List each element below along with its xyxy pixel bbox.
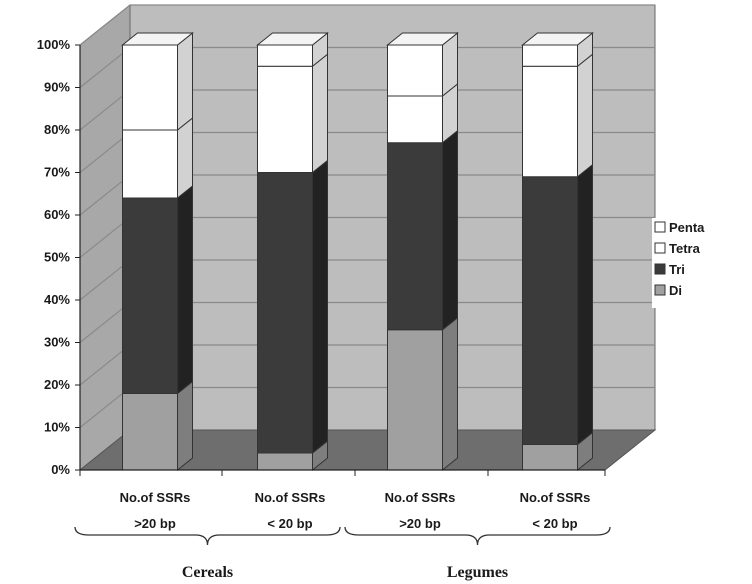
group-label: Cereals [182,564,233,581]
bar-top [521,32,594,46]
group-label: Legumes [447,564,508,581]
category-label: No.of SSRs < 20 bp [255,490,326,531]
category-label-line: < 20 bp [267,516,312,531]
bar-side-di [177,380,193,472]
legend-label-tri: Tri [669,262,685,277]
bar-segment-tetra [257,65,313,173]
bar-segment-di [387,329,443,471]
category-label-line: No.of SSRs [255,490,326,505]
y-tick-label: 40% [44,292,70,307]
bar-side-tri [177,184,193,395]
bar-side-tri [312,159,328,455]
bar-segment-di [522,444,578,471]
bar-segment-penta [387,44,443,97]
legend-swatch-tetra [654,242,666,254]
y-tick-label: 80% [44,122,70,137]
legend-swatch-penta [654,221,666,233]
legend-label-di: Di [669,283,682,298]
y-tick-label: 70% [44,165,70,180]
y-tick-label: 60% [44,207,70,222]
y-tick-label: 10% [44,420,70,435]
bar-side-tri [577,163,593,446]
bar-side-tetra [177,116,193,200]
bar-side-tetra [577,53,593,178]
category-label: No.of SSRs >20 bp [385,490,456,531]
y-tick-label: 100% [37,37,71,52]
bar-segment-di [122,393,178,471]
bar-side-di [442,316,458,472]
category-label-line: < 20 bp [532,516,577,531]
category-label: No.of SSRs >20 bp [120,490,191,531]
bar-side-tri [442,129,458,331]
y-tick-label: 0% [51,462,70,477]
y-tick-label: 20% [44,377,70,392]
legend-box [652,218,752,308]
legend-label-penta: Penta [669,220,705,235]
bar-segment-tetra [522,65,578,178]
bar-segment-tri [257,172,313,454]
category-label-line: No.of SSRs [385,490,456,505]
category-label-line: No.of SSRs [120,490,191,505]
category-label: No.of SSRs < 20 bp [520,490,591,531]
bar-segment-tri [522,176,578,445]
category-label-line: No.of SSRs [520,490,591,505]
legend: Penta Tetra Tri Di [652,218,752,308]
bar-stack [386,31,459,472]
group-brace [74,526,341,546]
gridline [79,4,655,46]
y-tick-label: 90% [44,80,70,95]
y-tick-label: 30% [44,335,70,350]
bar-segment-tri [387,142,443,331]
bar-side-penta [177,31,193,132]
legend-label-tetra: Tetra [669,241,701,256]
bar-segment-penta [257,44,313,67]
legend-swatch-tri [654,263,666,275]
y-tick-label: 50% [44,250,70,265]
legend-swatch-di [654,284,666,296]
y-axis: 0% 10% 20% 30% 40% 50% 60% 70% 80% 90% 100% [37,37,81,477]
category-label-line: >20 bp [134,516,176,531]
bar-segment-tri [122,197,178,394]
bar-segment-di [257,452,313,471]
bar-segment-penta [522,44,578,67]
bar-top [256,32,329,46]
bar-segment-tetra [387,95,443,144]
category-label-line: >20 bp [399,516,441,531]
bars [121,31,594,472]
bar-segment-penta [122,44,178,131]
group-brace [344,526,611,546]
bar-stack [521,31,594,472]
bar-top [121,32,194,46]
bar-stack [121,31,194,472]
bar-stack [256,31,329,472]
bar-segment-tetra [122,129,178,199]
bar-top [386,32,459,46]
bar-side-tetra [312,53,328,174]
